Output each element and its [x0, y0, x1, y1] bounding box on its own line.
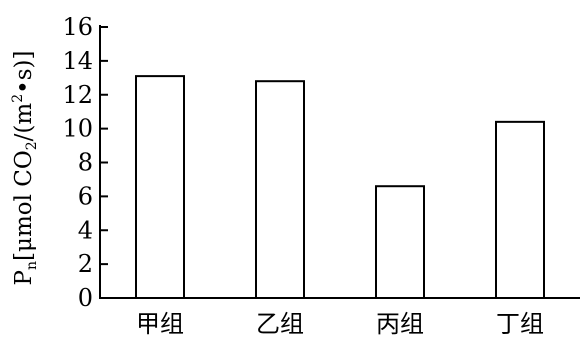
x-category-label: 乙组 — [256, 310, 304, 338]
y-axis-title-text: Pn[μmol CO2/(m2•s)] — [10, 51, 40, 286]
y-tick-label: 16 — [62, 13, 93, 41]
y-axis-ticks: 0 2 4 6 8 10 12 14 16 — [62, 13, 108, 312]
bars — [135, 75, 545, 300]
y-axis-symbol: P — [11, 270, 37, 285]
x-axis-categories: 甲组 乙组 丙组 丁组 — [136, 310, 544, 338]
bar-4 — [495, 120, 545, 299]
y-axis-unit-superscript: 2 — [10, 94, 26, 103]
x-category-label: 丙组 — [376, 310, 424, 338]
y-tick-label: 2 — [78, 250, 93, 278]
y-tick-label: 10 — [62, 115, 93, 143]
bar-2 — [255, 80, 305, 299]
y-tick-label: 4 — [78, 216, 93, 244]
y-axis-unit-open: [μmol CO — [11, 150, 37, 261]
x-category-label: 甲组 — [136, 310, 184, 338]
y-axis-unit-subscript: 2 — [24, 141, 40, 150]
y-tick-label: 0 — [78, 284, 93, 312]
y-axis-title: Pn[μmol CO2/(m2•s)] — [10, 51, 40, 286]
x-category-label: 丁组 — [496, 310, 544, 338]
y-axis-unit-close: •s)] — [11, 51, 37, 94]
axes — [99, 25, 580, 299]
y-axis-unit-mid: /(m — [11, 103, 37, 142]
y-tick-label: 14 — [62, 47, 93, 75]
y-tick-label: 6 — [78, 182, 93, 210]
y-tick-label: 8 — [78, 149, 93, 177]
bar-3 — [375, 185, 425, 299]
y-tick-label: 12 — [62, 81, 93, 109]
y-axis-symbol-subscript: n — [24, 261, 40, 270]
bar-1 — [135, 75, 185, 300]
